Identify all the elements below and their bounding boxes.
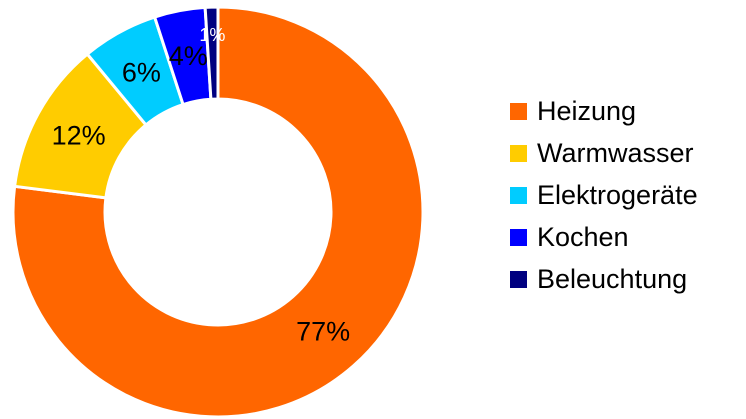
data-label-warmwasser: 12% — [52, 120, 106, 150]
data-label-beleuchtung: 1% — [199, 25, 225, 45]
data-label-kochen: 4% — [169, 41, 208, 71]
legend-swatch-heizung — [510, 102, 527, 120]
legend-label-heizung: Heizung — [537, 95, 637, 126]
legend-label-kochen: Kochen — [537, 221, 629, 252]
legend-swatch-warmwasser — [510, 144, 527, 162]
legend-item-elektrogeraete: Elektrogeräte — [510, 174, 698, 216]
slice-heizung — [11, 5, 425, 419]
chart-slices — [11, 5, 425, 419]
data-label-heizung: 77% — [296, 316, 350, 346]
chart-data-labels: 77% 12% 6% 4%1% — [52, 25, 351, 346]
slice-beleuchtung — [203, 5, 220, 101]
legend-swatch-elektrogeraete — [510, 186, 527, 204]
legend-item-heizung: Heizung — [510, 90, 698, 132]
legend-label-warmwasser: Warmwasser — [537, 137, 694, 168]
legend-label-beleuchtung: Beleuchtung — [537, 263, 688, 294]
legend-item-beleuchtung: Beleuchtung — [510, 258, 698, 300]
data-label-elektrogeraete: 6% — [122, 58, 161, 88]
legend-item-kochen: Kochen — [510, 216, 698, 258]
legend-label-elektrogeraete: Elektrogeräte — [537, 179, 698, 210]
chart-legend: Heizung Warmwasser Elektrogeräte Kochen … — [510, 90, 698, 300]
legend-item-warmwasser: Warmwasser — [510, 132, 698, 174]
legend-swatch-kochen — [510, 228, 527, 246]
legend-swatch-beleuchtung — [510, 270, 527, 288]
